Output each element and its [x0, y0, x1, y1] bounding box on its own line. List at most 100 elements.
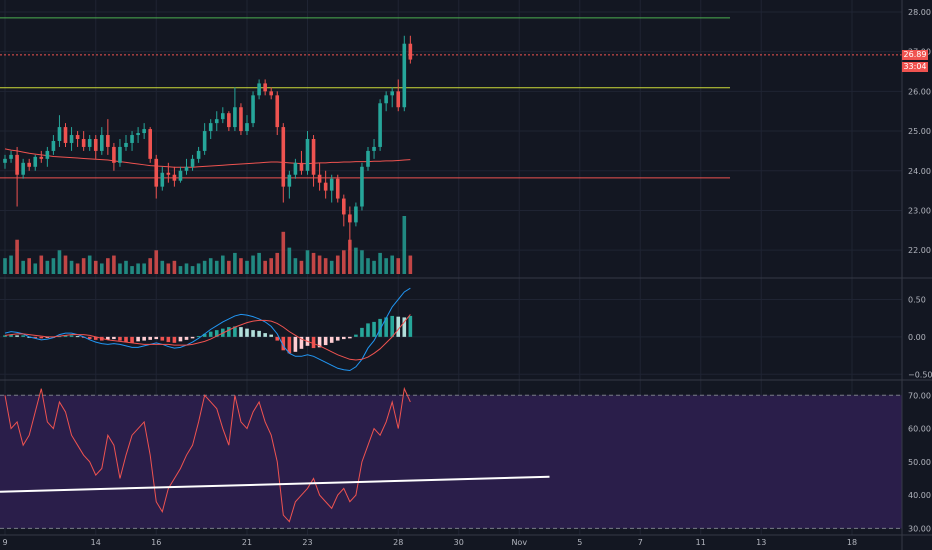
candle-body — [178, 170, 183, 181]
macd-histogram-bar — [360, 327, 364, 337]
candle-body — [154, 158, 159, 187]
price-tick-label: 26.00 — [908, 87, 931, 96]
price-tick-label: 0.50 — [908, 295, 926, 304]
candle-body — [208, 123, 213, 132]
candle-body — [45, 150, 50, 159]
price-tick-label: 50.00 — [908, 458, 931, 467]
candle-body — [15, 154, 19, 175]
candle-body — [311, 139, 316, 175]
candle-body — [245, 123, 249, 132]
macd-histogram-bar — [202, 333, 207, 337]
candle-body — [142, 129, 146, 134]
macd-histogram-bar — [227, 327, 231, 337]
volume-bar — [233, 252, 237, 274]
candle-body — [372, 146, 376, 151]
macd-histogram-bar — [281, 336, 286, 351]
moving-average-line — [4, 148, 411, 168]
volume-bar — [263, 260, 267, 274]
time-tick-label: 28 — [393, 538, 403, 547]
candle-body — [293, 162, 298, 175]
volume-bar — [202, 260, 207, 274]
candle-body — [390, 91, 394, 96]
volume-bar — [118, 263, 122, 274]
volume-bar — [402, 216, 407, 274]
rsi-layer — [4, 386, 411, 523]
trendline-layer[interactable] — [0, 475, 550, 493]
level-lines-layer[interactable] — [0, 17, 902, 179]
volume-bar — [329, 260, 334, 274]
volume-bar — [124, 260, 128, 274]
volume-bar — [354, 247, 358, 274]
candle-body — [100, 135, 104, 151]
macd-histogram-bar — [269, 334, 273, 337]
time-axis[interactable]: 9 14 16 21 23 28 30 Nov 5 7 11 13 18 — [2, 538, 857, 547]
volume-bar — [3, 258, 7, 274]
time-tick-label: 18 — [847, 538, 857, 547]
candle-body — [269, 91, 273, 96]
candle-body — [196, 150, 201, 159]
candle-body — [184, 166, 189, 171]
candle-body — [342, 198, 346, 215]
macd-histogram-bar — [166, 336, 171, 343]
candle-body — [263, 83, 267, 92]
macd-histogram-bar — [263, 333, 267, 337]
volume-bar — [214, 260, 219, 274]
volume-bar — [15, 239, 19, 274]
volume-bar — [287, 247, 292, 274]
macd-histogram-bar — [148, 336, 152, 340]
macd-histogram-bar — [172, 336, 177, 343]
volume-bar — [335, 255, 340, 274]
macd-histogram-bar — [15, 335, 19, 337]
volume-bar — [57, 250, 62, 274]
candle-body — [112, 146, 116, 163]
volume-bar — [33, 263, 38, 274]
candle-body — [402, 43, 407, 108]
macd-histogram-bar — [87, 336, 92, 340]
candle-body — [27, 162, 31, 167]
candle-body — [148, 129, 152, 159]
macd-histogram-bar — [233, 326, 237, 337]
volume-bar — [112, 255, 116, 274]
macd-histogram-bar — [112, 336, 116, 340]
macd-histogram-bar — [130, 336, 134, 343]
price-tick-label: 23.00 — [908, 206, 931, 215]
macd-histogram-bar — [63, 335, 68, 337]
rsi-band-layer — [0, 394, 902, 529]
volume-bar — [208, 258, 213, 274]
macd-histogram-bar — [372, 321, 376, 337]
candle-body — [214, 119, 219, 124]
candle-body — [366, 150, 370, 167]
candle-body — [93, 139, 98, 151]
macd-histogram-bar — [124, 336, 128, 343]
volume-bar — [87, 255, 92, 274]
rsi-band-fill — [0, 395, 902, 529]
macd-histogram-bar — [317, 336, 322, 348]
time-tick-label: 16 — [151, 538, 161, 547]
time-tick-label: 21 — [242, 538, 252, 547]
volume-bar — [166, 263, 171, 274]
volume-bar — [172, 260, 177, 274]
macd-histogram-bar — [178, 336, 183, 342]
price-tick-label: 40.00 — [908, 491, 931, 500]
volume-bar — [305, 250, 310, 274]
candle-body — [39, 156, 44, 159]
price-axis[interactable]: 22.0023.0024.0025.0026.0027.0028.00−0.50… — [908, 8, 932, 533]
macd-histogram-bar — [69, 335, 74, 337]
time-tick-label: 30 — [454, 538, 464, 547]
volume-bar — [136, 263, 140, 274]
candle-body — [51, 140, 56, 151]
volume-bar — [130, 266, 134, 274]
candle-body — [57, 127, 62, 141]
volume-bar — [142, 263, 146, 274]
macd-histogram-bar — [275, 336, 280, 341]
candle-body — [221, 113, 225, 120]
price-tick-label: 24.00 — [908, 167, 931, 176]
candle-body — [172, 174, 177, 181]
rsi-line — [4, 386, 411, 523]
macd-histogram-bar — [287, 336, 292, 354]
price-tick-label: 22.00 — [908, 246, 931, 255]
macd-histogram-bar — [3, 335, 7, 337]
macd-lines-layer — [4, 287, 411, 372]
candle-body — [317, 174, 322, 183]
